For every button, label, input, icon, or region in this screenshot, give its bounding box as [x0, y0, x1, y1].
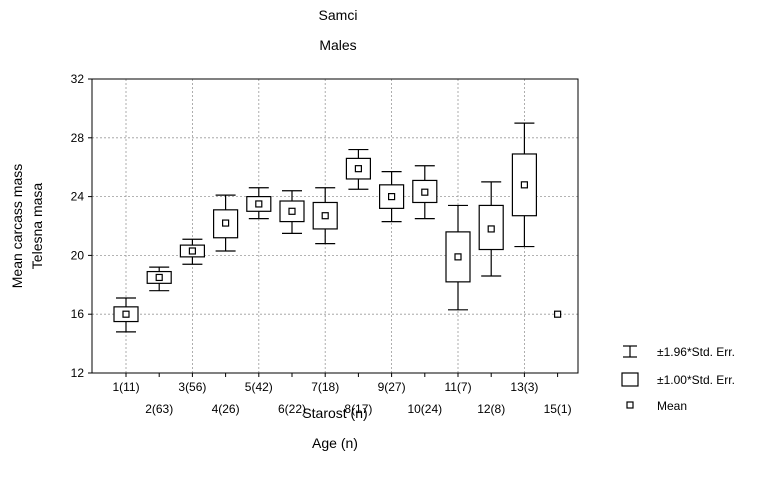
mean-marker	[255, 200, 263, 208]
y-tick-label: 32	[71, 72, 85, 86]
mean-marker	[288, 207, 296, 215]
legend-mean-label: Mean	[657, 399, 687, 413]
chart-title: Samci	[319, 7, 358, 23]
group-7(18)	[312, 187, 338, 245]
x-tick-label: 1(11)	[112, 380, 139, 394]
x-tick-label: 2(63)	[145, 402, 173, 416]
group-5(42)	[246, 187, 272, 220]
group-13(3)	[511, 122, 538, 248]
mean-marker	[155, 273, 163, 282]
legend-mean-symbol	[626, 401, 634, 409]
x-tick-label: 7(18)	[311, 380, 339, 394]
se-box	[511, 153, 538, 217]
x-tick-label: 13(3)	[510, 380, 538, 394]
legend: ±1.96*Std. Err. ±1.00*Std. Err. Mean	[621, 345, 735, 413]
mean-marker	[487, 225, 495, 233]
mean-marker	[421, 188, 429, 196]
mean-marker	[188, 247, 196, 255]
x-tick-label: 3(56)	[178, 380, 206, 394]
plot-frame	[91, 78, 579, 374]
mean-marker	[454, 253, 462, 261]
mean-marker	[553, 310, 562, 318]
y-axis: 12 16 20 24 28 32	[71, 72, 92, 380]
group-1(11)	[113, 297, 139, 333]
y-tick-label: 20	[71, 248, 85, 262]
x-tick-label: 12(8)	[477, 402, 505, 416]
mean-marker	[388, 193, 396, 201]
x-axis-label: Starost (n)	[302, 405, 367, 421]
legend-se-label: ±1.00*Std. Err.	[657, 373, 735, 387]
mean-marker	[354, 165, 362, 173]
legend-se-symbol	[621, 372, 639, 387]
x-tick-label: 9(27)	[378, 380, 406, 394]
y-tick-label: 12	[71, 366, 85, 380]
group-10(24)	[412, 165, 438, 220]
x-tick-label: 6(22)	[278, 402, 306, 416]
group-4(26)	[213, 194, 239, 252]
y-tick-label: 24	[71, 190, 85, 204]
group-11(7)	[445, 204, 471, 311]
plot-marks	[113, 122, 562, 333]
y-axis-label-2: Telesna masa	[29, 183, 45, 270]
group-15(1)	[553, 310, 562, 318]
group-2(63)	[146, 266, 172, 292]
x-tick-label: 10(24)	[407, 402, 442, 416]
mean-marker	[222, 219, 230, 227]
chart-subtitle: Males	[319, 37, 356, 53]
mean-marker	[520, 181, 529, 189]
se-box	[445, 231, 471, 283]
x-tick-label: 15(1)	[544, 402, 572, 416]
x-tick-label: 8(17)	[344, 402, 372, 416]
legend-ci-symbol	[623, 345, 637, 358]
y-axis-label: Mean carcass mass	[9, 164, 25, 288]
group-12(8)	[478, 181, 504, 277]
y-tick-label: 16	[71, 307, 85, 321]
mean-marker	[122, 310, 130, 318]
x-tick-label: 5(42)	[245, 380, 273, 394]
x-tick-label: 11(7)	[444, 380, 471, 394]
legend-ci-label: ±1.96*Std. Err.	[657, 345, 735, 359]
x-axis: 1(11) 2(63) 3(56) 4(26) 5(42) 6(22) 7(18) 8(17)…	[112, 373, 572, 416]
mean-marker	[321, 212, 329, 220]
y-tick-label: 28	[71, 131, 85, 145]
group-3(56)	[179, 238, 205, 265]
x-tick-label: 4(26)	[212, 402, 240, 416]
x-axis-label-2: Age (n)	[312, 435, 358, 451]
group-6(22)	[279, 190, 305, 234]
group-9(27)	[379, 171, 405, 223]
group-8(17)	[345, 148, 371, 190]
